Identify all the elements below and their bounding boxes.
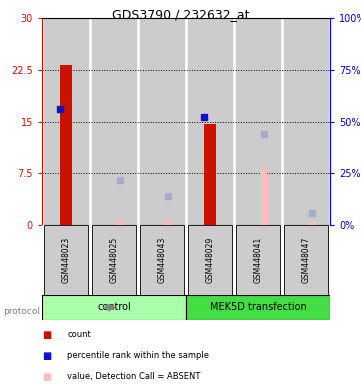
Bar [236, 225, 280, 295]
Text: GSM448029: GSM448029 [205, 237, 214, 283]
Text: count: count [67, 330, 91, 339]
Bar [204, 124, 216, 225]
Bar [261, 169, 267, 225]
Bar [140, 225, 184, 295]
Text: GSM448043: GSM448043 [157, 237, 166, 283]
Bar [117, 220, 123, 225]
Bar [186, 295, 330, 320]
Text: GDS3790 / 232632_at: GDS3790 / 232632_at [112, 8, 249, 21]
Text: control: control [97, 303, 131, 313]
Bar [236, 18, 280, 225]
Bar [284, 225, 327, 295]
Bar [165, 220, 171, 225]
Bar [188, 18, 232, 225]
Bar [44, 225, 88, 295]
Text: value, Detection Call = ABSENT: value, Detection Call = ABSENT [67, 372, 201, 381]
Text: ■: ■ [42, 351, 51, 361]
Bar [60, 65, 72, 225]
Bar [42, 295, 186, 320]
Text: MEK5D transfection: MEK5D transfection [210, 303, 306, 313]
Text: GSM448025: GSM448025 [109, 237, 118, 283]
Bar [44, 18, 88, 225]
Bar [188, 225, 232, 295]
Text: percentile rank within the sample: percentile rank within the sample [67, 351, 209, 360]
Text: protocol: protocol [3, 308, 40, 316]
Bar [309, 222, 315, 225]
Text: ■: ■ [42, 330, 51, 340]
Text: GSM448047: GSM448047 [301, 237, 310, 283]
Text: GSM448041: GSM448041 [253, 237, 262, 283]
Text: GSM448023: GSM448023 [61, 237, 70, 283]
Text: ■: ■ [42, 372, 51, 382]
Bar [92, 18, 136, 225]
Bar [92, 225, 136, 295]
Bar [140, 18, 184, 225]
Bar [284, 18, 327, 225]
